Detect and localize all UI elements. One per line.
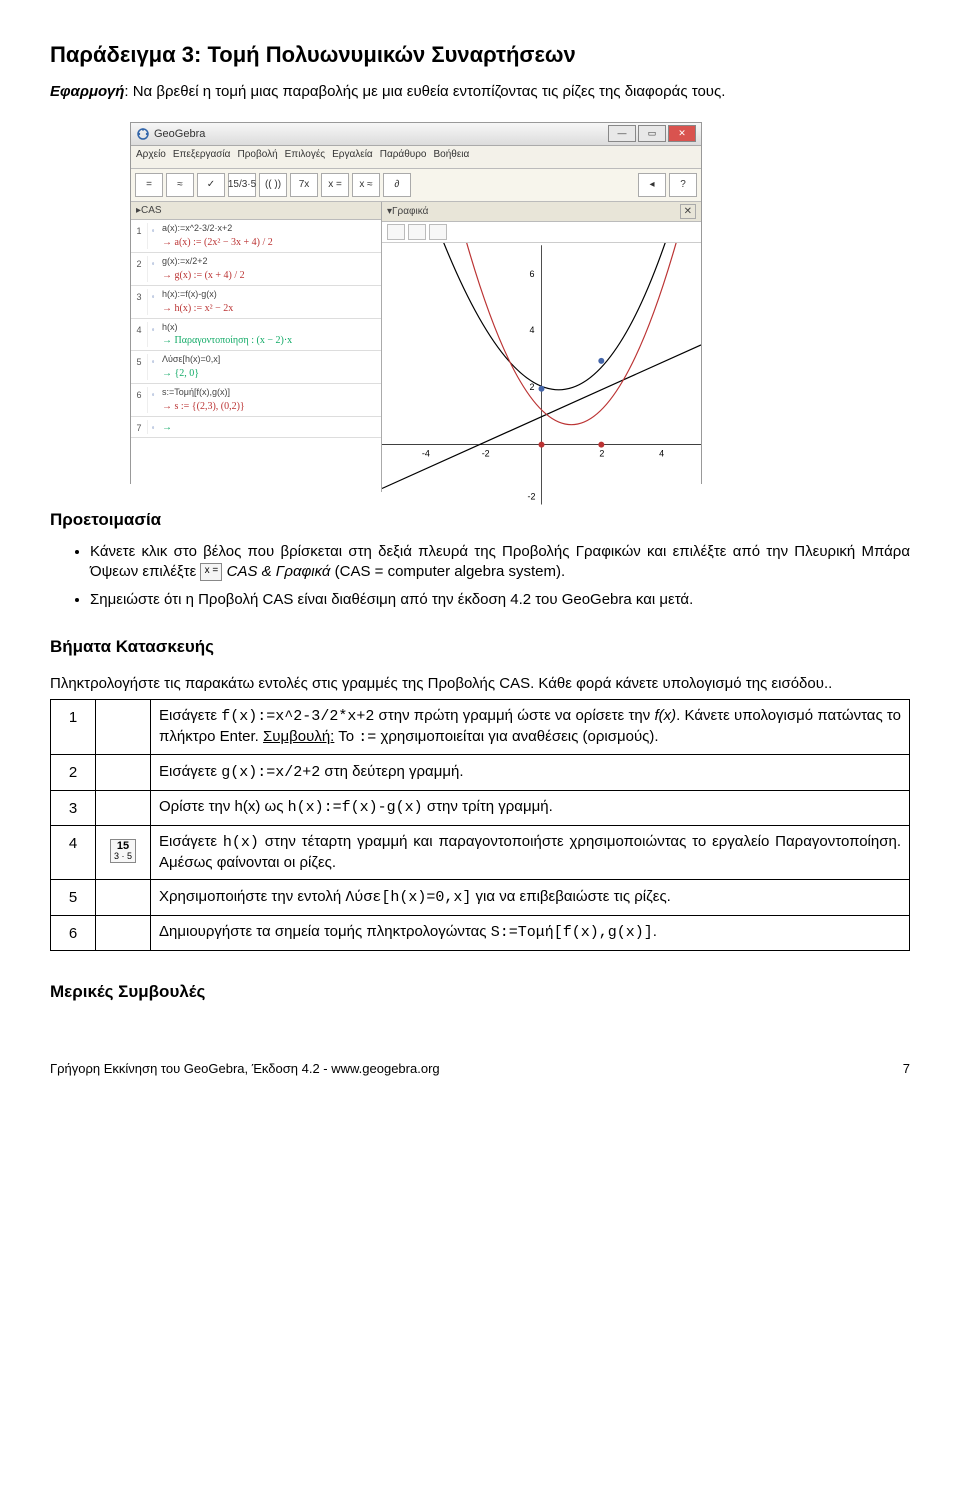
svg-text:6: 6 [530, 270, 535, 280]
axes-toggle-icon[interactable] [387, 224, 405, 240]
window-titlebar: GeoGebra — ▭ ✕ [131, 123, 701, 146]
cas-row[interactable]: 2◦g(x):=x/2+2→ g(x) := (x + 4) / 2 [131, 253, 381, 286]
prep-heading: Προετοιμασία [50, 509, 910, 532]
geogebra-window: GeoGebra — ▭ ✕ Αρχείο Επεξεργασία Προβολή Ε… [130, 122, 702, 484]
step-number: 2 [51, 755, 96, 790]
menu-bar: Αρχείο Επεξεργασία Προβολή Επιλογές Εργαλεία… [131, 146, 701, 169]
table-row: 6 Δημιουργήστε τα σημεία τομής πληκτρολογ… [51, 915, 910, 950]
step-number: 5 [51, 880, 96, 915]
views-icon: x = [200, 563, 222, 581]
subtitle-label: Εφαρμογή [50, 83, 124, 100]
window-title: GeoGebra [154, 127, 205, 142]
menu-Επιλογές[interactable]: Επιλογές [285, 148, 325, 166]
step-description: Εισάγετε g(x):=x/2+2 στη δεύτερη γραμμή. [151, 755, 910, 790]
step-description: Χρησιμοποιήστε την εντολή Λύσε[h(x)=0,x]… [151, 880, 910, 915]
table-row: 2 Εισάγετε g(x):=x/2+2 στη δεύτερη γραμμή… [51, 755, 910, 790]
close-button[interactable]: ✕ [668, 125, 696, 142]
svg-text:4: 4 [659, 449, 664, 459]
prep-item-1: Κάνετε κλικ στο βέλος που βρίσκεται στη … [90, 542, 910, 583]
screenshot-figure: GeoGebra — ▭ ✕ Αρχείο Επεξεργασία Προβολή Ε… [130, 122, 910, 484]
menu-Αρχείο[interactable]: Αρχείο [136, 148, 166, 166]
step-number: 6 [51, 915, 96, 950]
cas-row[interactable]: 3◦h(x):=f(x)-g(x)→ h(x) := x² − 2x [131, 286, 381, 319]
cas-row[interactable]: 6◦s:=Τομή[f(x),g(x)]→ s := {(2,3), (0,2)… [131, 384, 381, 417]
tool-button-1[interactable]: ≈ [166, 173, 194, 197]
step-icon-cell [96, 880, 151, 915]
cas-row[interactable]: 1◦a(x):=x^2-3/2·x+2→ a(x) := (2x² − 3x +… [131, 220, 381, 253]
graphics-toolbar [382, 222, 701, 243]
graphics-panel: ▾ Γραφικά✕ -2-4 24 246 -2 [382, 202, 701, 492]
footer-page-number: 7 [903, 1060, 910, 1078]
prep-list: Κάνετε κλικ στο βέλος που βρίσκεται στη … [50, 542, 910, 611]
svg-text:-2: -2 [482, 449, 490, 459]
app-icon [136, 127, 150, 141]
grid-toggle-icon[interactable] [408, 224, 426, 240]
table-row: 3 Ορίστε την h(x) ως h(x):=f(x)-g(x) στην… [51, 790, 910, 825]
tool-bar: =≈✓15/3·5(( ))7xx =x ≈∂ ◂? [131, 169, 701, 202]
step-icon-cell [96, 790, 151, 825]
step-description: Εισάγετε h(x) στην τέταρτη γραμμή και πα… [151, 825, 910, 880]
table-row: 4 153 · 5 Εισάγετε h(x) στην τέταρτη γραμμ… [51, 825, 910, 880]
tool-button-6[interactable]: x = [321, 173, 349, 197]
svg-text:2: 2 [530, 382, 535, 392]
toolbar-help-icon[interactable]: ◂ [638, 173, 666, 197]
footer-left: Γρήγορη Εκκίνηση του GeoGebra, Έκδοση 4.… [50, 1060, 440, 1078]
factor-tool-icon: 153 · 5 [110, 839, 136, 863]
svg-text:2: 2 [599, 449, 604, 459]
step-icon-cell: 153 · 5 [96, 825, 151, 880]
steps-intro: Πληκτρολογήστε τις παρακάτω εντολές στις… [50, 674, 910, 694]
menu-Εργαλεία[interactable]: Εργαλεία [332, 148, 373, 166]
menu-Βοήθεια[interactable]: Βοήθεια [433, 148, 469, 166]
tool-button-3[interactable]: 15/3·5 [228, 173, 256, 197]
panel-close-icon[interactable]: ✕ [680, 204, 696, 220]
step-description: Εισάγετε f(x):=x^2-3/2*x+2 στην πρώτη γρ… [151, 699, 910, 755]
step-number: 1 [51, 699, 96, 755]
table-row: 1 Εισάγετε f(x):=x^2-3/2*x+2 στην πρώτη γ… [51, 699, 910, 755]
tool-button-5[interactable]: 7x [290, 173, 318, 197]
tips-heading: Μερικές Συμβουλές [50, 981, 910, 1004]
view-tool-icon[interactable] [429, 224, 447, 240]
svg-text:4: 4 [530, 325, 535, 335]
minimize-button[interactable]: — [608, 125, 636, 142]
menu-Επεξεργασία[interactable]: Επεξεργασία [173, 148, 231, 166]
cas-panel: ▸ CAS 1◦a(x):=x^2-3/2·x+2→ a(x) := (2x² … [131, 202, 382, 492]
svg-text:-4: -4 [422, 449, 430, 459]
svg-text:-2: -2 [528, 492, 536, 502]
toolbar-help-icon[interactable]: ? [669, 173, 697, 197]
tool-button-7[interactable]: x ≈ [352, 173, 380, 197]
cas-row[interactable]: 4◦h(x)→ Παραγοντοποίηση : (x − 2)·x [131, 319, 381, 352]
subtitle-text: : Να βρεθεί η τομή μιας παραβολής με μια… [124, 83, 725, 100]
graphics-header: ▾ Γραφικά✕ [382, 202, 701, 223]
steps-table: 1 Εισάγετε f(x):=x^2-3/2*x+2 στην πρώτη γ… [50, 699, 910, 951]
tool-button-0[interactable]: = [135, 173, 163, 197]
tool-button-8[interactable]: ∂ [383, 173, 411, 197]
step-icon-cell [96, 755, 151, 790]
tool-button-4[interactable]: (( )) [259, 173, 287, 197]
prep-item-2: Σημειώστε ότι η Προβολή CAS είναι διαθέσ… [90, 590, 910, 610]
step-number: 3 [51, 790, 96, 825]
table-row: 5 Χρησιμοποιήστε την εντολή Λύσε[h(x)=0,x… [51, 880, 910, 915]
tool-button-2[interactable]: ✓ [197, 173, 225, 197]
subtitle: Εφαρμογή: Να βρεθεί η τομή μιας παραβολή… [50, 82, 910, 102]
steps-heading: Βήματα Κατασκευής [50, 636, 910, 659]
graph-canvas: -2 -4 2 4 2 4 6 -2 [382, 243, 701, 507]
page-title: Παράδειγμα 3: Τομή Πολυωνυμικών Συναρτήσ… [50, 40, 910, 70]
maximize-button[interactable]: ▭ [638, 125, 666, 142]
step-icon-cell [96, 699, 151, 755]
step-number: 4 [51, 825, 96, 880]
step-description: Δημιουργήστε τα σημεία τομής πληκτρολογώ… [151, 915, 910, 950]
menu-Προβολή[interactable]: Προβολή [237, 148, 277, 166]
cas-row[interactable]: 7◦→ [131, 417, 381, 438]
menu-Παράθυρο[interactable]: Παράθυρο [380, 148, 427, 166]
cas-header: ▸ CAS [131, 202, 381, 221]
step-description: Ορίστε την h(x) ως h(x):=f(x)-g(x) στην … [151, 790, 910, 825]
cas-row[interactable]: 5◦Λύσε[h(x)=0,x]→ {2, 0} [131, 351, 381, 384]
step-icon-cell [96, 915, 151, 950]
page-footer: Γρήγορη Εκκίνηση του GeoGebra, Έκδοση 4.… [50, 1054, 910, 1078]
